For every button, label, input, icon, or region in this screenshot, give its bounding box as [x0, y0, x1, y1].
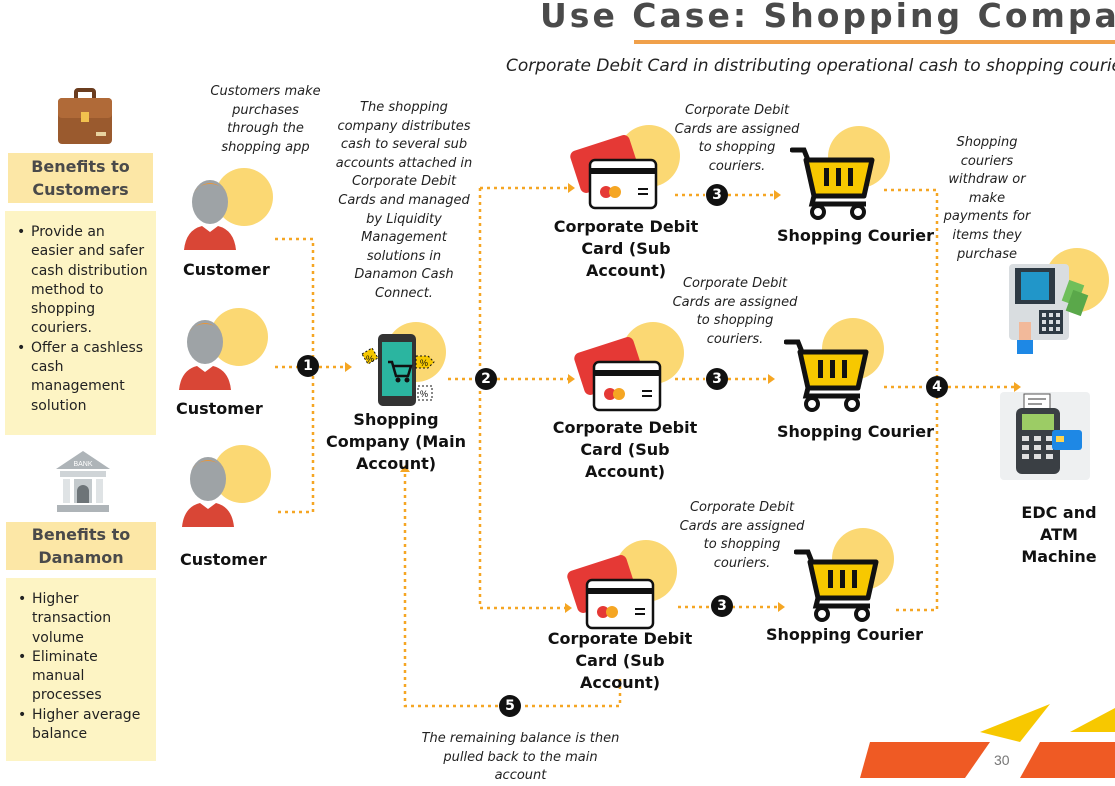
courier-label-2: Shopping Courier [777, 422, 934, 441]
benefits-danamon-title: Benefits to Danamon [6, 522, 156, 570]
courier-node-2 [784, 318, 884, 413]
page-number: 30 [994, 752, 1010, 768]
shopping-company-label: Shopping Company (Main Account) [326, 410, 466, 473]
step-badge-3b: 3 [706, 368, 728, 390]
benefits-customers-box: Provide an easier and safer cash distrib… [5, 211, 156, 435]
note-customers: Customers make purchases through the sho… [210, 84, 321, 155]
note-withdraw: Shopping couriers withdraw or make payme… [943, 135, 1031, 262]
person-icon [184, 180, 236, 250]
customer-3-label: Customer [180, 550, 267, 569]
customer-2 [175, 308, 270, 390]
benefit-item: Eliminate manual processes [18, 648, 148, 706]
benefits-danamon-title-text: Benefits to Danamon [31, 525, 131, 567]
atm-icon [1009, 264, 1089, 354]
card-label-1: Corporate Debit Card (Sub Account) [553, 217, 699, 280]
credit-card-icon [567, 555, 655, 630]
bank-icon: BANK [54, 449, 112, 515]
card-node-3 [565, 540, 677, 635]
courier-label-3: Shopping Courier [766, 625, 923, 644]
svg-text:%: % [366, 354, 374, 364]
note-remaining: The remaining balance is then pulled bac… [421, 731, 620, 784]
note-company: The shopping company distributes cash to… [335, 100, 473, 301]
svg-text:%: % [420, 358, 428, 368]
step-badge-1: 1 [297, 355, 319, 377]
step-badge-4: 4 [926, 376, 948, 398]
customer-3 [178, 445, 273, 527]
benefit-item: Higher average balance [18, 706, 148, 745]
customer-2-label: Customer [176, 399, 263, 418]
benefits-customers-title: Benefits to Customers [8, 153, 153, 203]
card-label-3: Corporate Debit Card (Sub Account) [547, 629, 693, 692]
shopping-cart-icon [794, 549, 879, 622]
edc-atm-label: EDC and ATM Machine [1021, 503, 1097, 566]
card-node-2 [572, 322, 684, 417]
svg-text:%: % [420, 389, 428, 399]
atm-node [1005, 248, 1111, 360]
shopping-cart-icon [784, 339, 869, 412]
credit-card-icon [570, 135, 658, 210]
benefits-customers-title-text: Benefits to Customers [31, 157, 130, 199]
note-assign-1: Corporate Debit Cards are assigned to sh… [674, 103, 800, 174]
step-badge-3c: 3 [711, 595, 733, 617]
card-label-2: Corporate Debit Card (Sub Account) [552, 418, 698, 481]
step-badge-3a: 3 [706, 184, 728, 206]
bank-icon-label: BANK [73, 461, 92, 468]
benefit-item: Higher transaction volume [18, 590, 148, 648]
footer-decoration [860, 704, 1115, 778]
benefits-danamon-box: Higher transaction volume Eliminate manu… [6, 578, 156, 761]
courier-node-3 [794, 528, 894, 623]
person-icon [179, 320, 231, 390]
courier-label-1: Shopping Courier [777, 226, 934, 245]
shopping-company-node: % % % [356, 322, 448, 412]
benefit-item: Provide an easier and safer cash distrib… [17, 223, 148, 339]
note-assign-3: Corporate Debit Cards are assigned to sh… [679, 500, 805, 571]
step-badge-5: 5 [499, 695, 521, 717]
phone-shopping-icon: % % % [361, 334, 435, 406]
shopping-cart-icon [790, 147, 875, 220]
briefcase-icon [56, 88, 114, 146]
edc-node [1000, 390, 1100, 480]
note-assign-2: Corporate Debit Cards are assigned to sh… [672, 276, 798, 347]
edc-terminal-icon [1016, 393, 1082, 474]
page-subtitle: Corporate Debit Card in distributing ope… [506, 56, 1115, 76]
customer-1 [180, 168, 275, 250]
courier-node-1 [790, 126, 890, 221]
page-title: Use Case: Shopping Company [540, 0, 1115, 35]
step-badge-2: 2 [475, 368, 497, 390]
card-node-1 [568, 125, 680, 215]
benefit-item: Offer a cashless cash management solutio… [17, 339, 148, 416]
title-underline [634, 40, 1115, 44]
credit-card-icon [574, 337, 662, 412]
person-icon [182, 457, 234, 527]
customer-1-label: Customer [183, 260, 270, 279]
